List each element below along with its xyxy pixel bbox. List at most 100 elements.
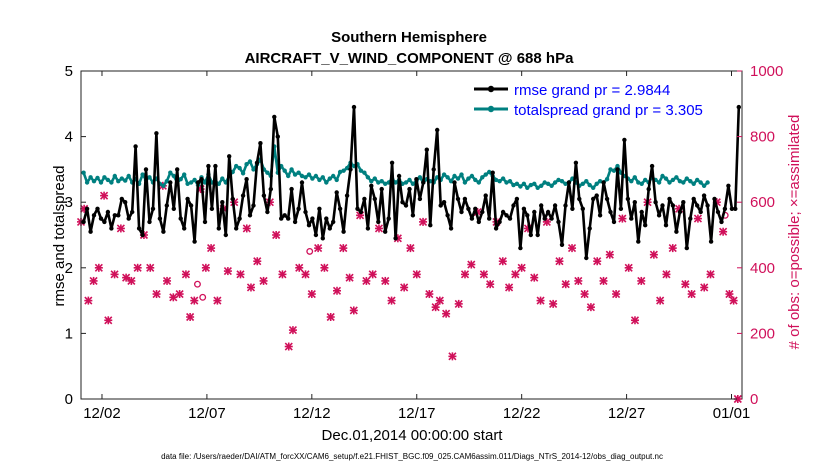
obs-assimilated-marker <box>418 217 428 226</box>
rmse-point <box>535 232 540 238</box>
totalspread-point <box>455 176 461 181</box>
obs-assimilated-marker <box>719 227 728 236</box>
rmse-point <box>556 219 561 225</box>
obs-assimilated-marker <box>624 263 633 272</box>
rmse-point <box>563 203 568 208</box>
totalspread-point <box>487 169 492 175</box>
totalspread-point <box>164 179 169 184</box>
legend-rmse-marker <box>487 85 495 93</box>
rmse-point <box>102 219 107 225</box>
y-tick-left-label: 2 <box>65 260 73 277</box>
rmse-point <box>438 203 443 208</box>
rmse-point <box>473 206 478 211</box>
obs-markers <box>76 181 742 404</box>
obs-assimilated-marker <box>288 326 298 335</box>
obs-assimilated-marker <box>442 309 451 318</box>
totalspread-point <box>632 175 637 180</box>
obs-assimilated-marker <box>687 289 696 299</box>
obs-assimilated-marker <box>246 283 256 292</box>
totalspread-point <box>504 180 509 185</box>
rmse-point <box>327 226 332 231</box>
legend-spread-label: totalspread grand pr = 3.305 <box>514 102 703 119</box>
obs-assimilated-marker <box>186 312 195 322</box>
obs-assimilated-marker <box>668 244 677 253</box>
obs-assimilated-marker <box>320 263 329 272</box>
totalspread-point <box>178 177 183 182</box>
rmse-point <box>365 226 371 231</box>
totalspread-point <box>525 185 530 190</box>
totalspread-point <box>473 177 478 183</box>
obs-assimilated-marker <box>549 299 558 308</box>
x-tick-label: 12/27 <box>608 405 646 422</box>
obs-assimilated-marker <box>84 296 93 305</box>
obs-assimilated-marker <box>175 289 184 299</box>
totalspread-point <box>341 168 346 173</box>
totalspread-point <box>636 180 641 185</box>
rmse-point <box>119 196 125 202</box>
obs-assimilated-marker <box>213 296 222 305</box>
totalspread-point <box>116 179 121 184</box>
rmse-point <box>559 242 565 247</box>
totalspread-point <box>282 168 287 173</box>
rmse-point <box>615 167 620 172</box>
obs-assimilated-marker <box>374 224 384 233</box>
rmse-point <box>247 213 253 218</box>
rmse-point <box>594 193 599 198</box>
y-tick-right-label: 400 <box>750 260 775 277</box>
rmse-point <box>168 180 173 185</box>
totalspread-point <box>105 177 111 183</box>
rmse-point <box>91 213 97 218</box>
totalspread-point <box>705 180 710 185</box>
rmse-point <box>164 203 169 208</box>
totalspread-point <box>140 172 145 177</box>
rmse-point <box>95 206 100 211</box>
rmse-point <box>514 196 520 202</box>
rmse-point <box>459 209 464 215</box>
rmse-point <box>185 196 190 202</box>
obs-assimilated-marker <box>253 257 262 266</box>
obs-assimilated-marker <box>272 230 281 240</box>
rmse-point <box>355 206 360 211</box>
totalspread-point <box>376 180 381 185</box>
obs-assimilated-marker <box>460 270 470 279</box>
rmse-point <box>518 245 523 251</box>
rmse-point <box>154 131 159 136</box>
totalspread-point <box>591 185 596 190</box>
y-axis-right-label: # of obs: o=possible; ×=assimilated <box>786 115 803 350</box>
rmse-point <box>299 180 305 185</box>
totalspread-point <box>688 179 693 184</box>
series-lines <box>81 104 741 261</box>
totalspread-point <box>462 180 468 185</box>
obs-assimilated-marker <box>127 276 136 285</box>
rmse-point <box>234 226 239 231</box>
rmse-point <box>487 216 492 221</box>
rmse-point <box>216 226 221 231</box>
obs-assimilated-marker <box>435 296 444 305</box>
rmse-point <box>188 203 194 208</box>
totalspread-point <box>410 181 416 186</box>
totalspread-point <box>244 162 249 167</box>
rmse-point <box>469 216 475 221</box>
totalspread-point <box>667 180 672 185</box>
totalspread-point <box>681 180 686 185</box>
rmse-point <box>552 203 558 208</box>
totalspread-point <box>247 159 253 164</box>
totalspread-point <box>552 180 558 185</box>
obs-assimilated-marker <box>100 191 109 200</box>
y-tick-right-label: 200 <box>750 325 775 342</box>
rmse-point <box>483 193 488 198</box>
rmse-point <box>272 114 277 120</box>
rmse-point <box>646 186 651 192</box>
totalspread-point <box>102 175 107 180</box>
totalspread-point <box>597 179 603 184</box>
totalspread-point <box>313 173 319 179</box>
totalspread-point <box>109 180 114 185</box>
rmse-point <box>611 219 617 225</box>
obs-assimilated-marker <box>332 286 342 295</box>
rmse-point <box>532 209 537 215</box>
rmse-point <box>715 209 721 215</box>
totalspread-point <box>549 183 554 188</box>
rmse-point <box>684 245 689 251</box>
rmse-point <box>213 163 218 169</box>
obs-assimilated-marker <box>649 250 658 259</box>
